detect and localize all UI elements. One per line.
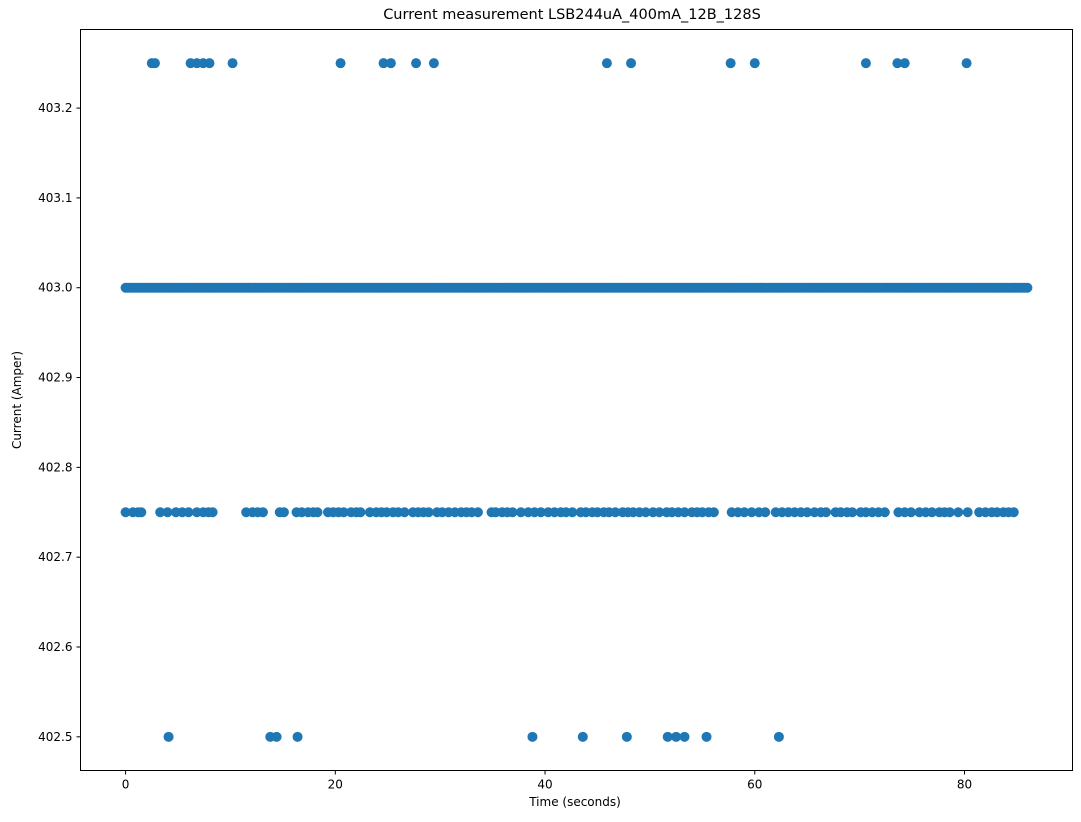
data-point [155,507,166,518]
data-point [701,731,712,742]
data-point [312,507,323,518]
data-point [292,731,303,742]
x-tick-label: 0 [122,778,130,792]
y-tick-label: 402.6 [38,640,72,654]
data-point [601,58,612,69]
data-point [679,507,690,518]
data-point [423,507,434,518]
data-point [271,731,282,742]
data-point [654,507,665,518]
data-point [399,507,410,518]
data-point [961,58,972,69]
y-tick-label: 402.7 [38,550,72,564]
data-point [1008,507,1019,518]
data-point [120,507,131,518]
data-point [671,731,682,742]
data-point [149,58,160,69]
data-point [749,58,760,69]
data-point [577,731,588,742]
data-point [527,731,538,742]
data-point [378,58,389,69]
y-tick-label: 402.5 [38,730,72,744]
x-tick-label: 80 [957,778,972,792]
data-point [472,507,483,518]
data-point [906,507,917,518]
data-point [944,507,955,518]
y-tick-label: 403.1 [38,191,72,205]
data-point [962,507,973,518]
data-point [507,507,518,518]
data-point [610,507,621,518]
data-point [338,507,349,518]
data-point [535,507,546,518]
chart-title: Current measurement LSB244uA_400mA_12B_1… [383,7,761,23]
y-axis: 402.5 402.6 402.7 402.8 402.9 403.0 403.1 403.2 [38,101,81,744]
x-tick-label: 60 [747,778,762,792]
data-point [926,507,937,518]
data-point [860,58,871,69]
data-point [953,507,964,518]
data-point [821,507,832,518]
data-point [204,58,215,69]
data-point [879,507,890,518]
data-point [227,58,238,69]
data-point [760,507,771,518]
data-point [773,731,784,742]
data-point [892,58,903,69]
data-point [739,507,750,518]
y-tick-label: 402.8 [38,460,72,474]
data-point [802,507,813,518]
data-point [163,731,174,742]
data-point [725,58,736,69]
y-tick-label: 403.0 [38,281,72,295]
data-point [207,507,218,518]
data-point [183,507,194,518]
x-axis: 0 20 40 60 80 [122,770,972,792]
data-point [257,507,268,518]
data-point [385,58,396,69]
data-point [746,507,757,518]
data-point [708,507,719,518]
data-point [679,731,690,742]
data-points [120,58,1033,742]
data-point [621,731,632,742]
data-point [335,58,346,69]
data-point [136,507,147,518]
data-point [567,507,578,518]
data-point [640,507,651,518]
data-point [428,58,439,69]
x-axis-label: Time (seconds) [528,795,621,809]
data-point [411,58,422,69]
y-tick-label: 402.9 [38,371,72,385]
data-point [1022,282,1033,293]
data-point [626,58,637,69]
y-tick-label: 403.2 [38,101,72,115]
data-point [355,507,366,518]
data-point [662,731,673,742]
x-tick-label: 40 [537,778,552,792]
plot-frame [80,29,1073,771]
data-point [515,507,526,518]
data-point [847,507,858,518]
x-tick-label: 20 [328,778,343,792]
data-point [899,58,910,69]
data-point [278,507,289,518]
y-axis-label: Current (Amper) [10,351,24,449]
data-point [162,507,173,518]
